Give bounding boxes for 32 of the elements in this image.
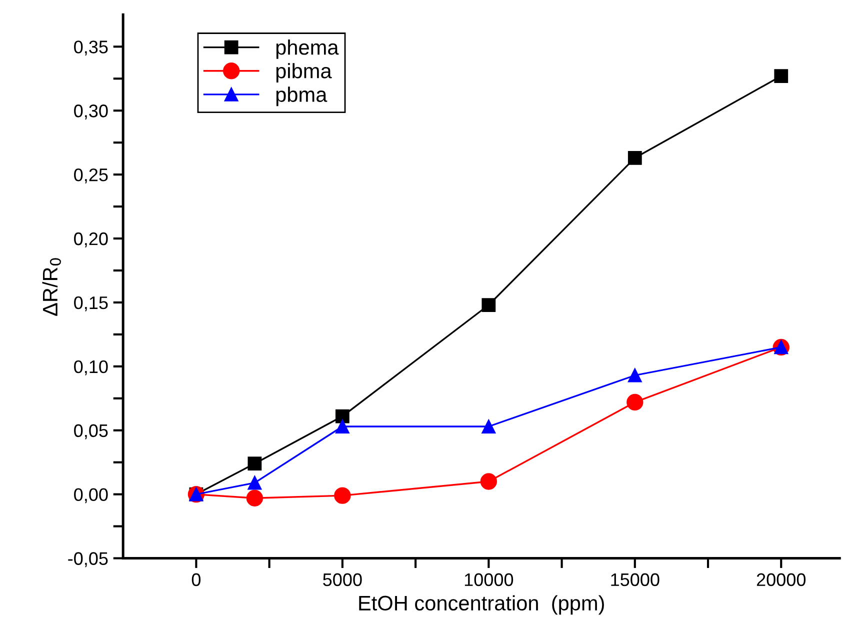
- y-axis-title: ΔR/R$_{0}$: [42, 258, 61, 316]
- y-tick-label: 0,20: [74, 232, 108, 248]
- point: [628, 368, 642, 382]
- y-tick-label: 0,00: [74, 488, 108, 504]
- point: [482, 298, 496, 312]
- point: [248, 456, 262, 471]
- point: [334, 487, 351, 504]
- point: [248, 476, 262, 490]
- x-tick-label: 20000: [756, 573, 806, 586]
- x-tick-label: 0: [192, 573, 201, 586]
- point: [628, 150, 642, 165]
- y-tick-label: 0,05: [74, 424, 108, 440]
- point: [774, 69, 788, 84]
- x-axis-title: EtOH concentration (ppm): [359, 595, 604, 615]
- point: [335, 409, 350, 424]
- point: [480, 473, 497, 490]
- y-tick-label: 0,25: [74, 168, 108, 184]
- point: [626, 394, 644, 411]
- y-tick-label: 0,15: [74, 296, 108, 312]
- point: [335, 420, 350, 434]
- point: [482, 420, 496, 434]
- x-tick-label: 15000: [611, 573, 660, 586]
- point: [246, 490, 264, 506]
- x-tick-label: 5000: [323, 573, 362, 586]
- y-tick-label: 0,35: [74, 40, 108, 56]
- legend-label: pibma: [276, 63, 332, 82]
- y-tick-label: 0,30: [74, 104, 108, 120]
- x-tick-label: 10000: [464, 573, 514, 586]
- legend-label: phema: [276, 39, 339, 59]
- y-tick-label: -0,05: [68, 552, 108, 568]
- legend-label: pbma: [276, 86, 328, 106]
- y-tick-label: 0,10: [74, 360, 108, 376]
